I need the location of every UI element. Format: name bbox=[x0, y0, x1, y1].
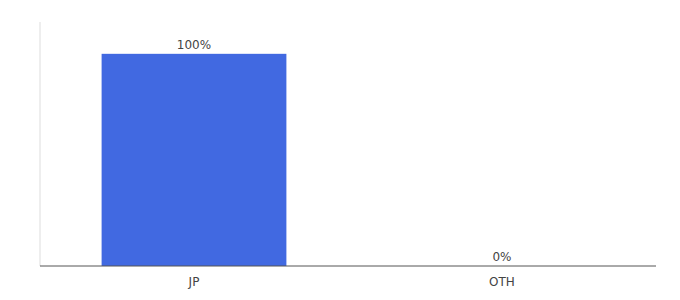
x-axis-line bbox=[40, 266, 656, 267]
y-range-line bbox=[40, 22, 41, 266]
data-labels: 100% 0% bbox=[177, 38, 512, 264]
chart-container: 100% 0% JP OTH bbox=[0, 0, 680, 300]
data-label: 0% bbox=[492, 250, 511, 264]
x-tick-label: JP bbox=[188, 275, 200, 289]
bar bbox=[102, 54, 287, 266]
x-tick-label: OTH bbox=[489, 275, 515, 289]
chart: 100% 0% JP OTH bbox=[0, 0, 680, 300]
data-label: 100% bbox=[177, 38, 211, 52]
bars bbox=[102, 54, 287, 266]
